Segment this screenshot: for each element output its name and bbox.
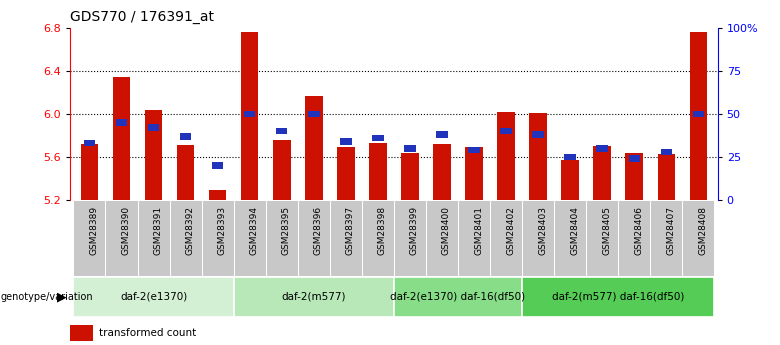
Bar	[522, 277, 714, 317]
Bar	[234, 277, 394, 317]
Bar	[115, 119, 127, 126]
Bar	[169, 200, 201, 276]
Bar	[180, 133, 191, 140]
Text: transformed count: transformed count	[99, 328, 197, 338]
Text: GSM28400: GSM28400	[442, 206, 451, 255]
Bar	[426, 200, 458, 276]
Text: GSM28407: GSM28407	[666, 206, 675, 255]
Bar	[597, 145, 608, 152]
Bar	[436, 131, 448, 138]
Bar	[305, 96, 323, 200]
Text: GSM28398: GSM28398	[378, 206, 387, 255]
Bar	[498, 112, 515, 200]
Text: GDS770 / 176391_at: GDS770 / 176391_at	[70, 10, 214, 24]
Bar	[565, 154, 576, 160]
Text: GSM28393: GSM28393	[218, 206, 227, 255]
Bar	[73, 277, 234, 317]
Bar	[490, 200, 522, 276]
Text: GSM28390: GSM28390	[122, 206, 130, 255]
Bar	[330, 200, 362, 276]
Bar	[619, 200, 651, 276]
Text: GSM28389: GSM28389	[90, 206, 98, 255]
Bar	[651, 200, 682, 276]
Bar	[201, 200, 234, 276]
Bar	[137, 200, 169, 276]
Bar	[562, 160, 579, 200]
Bar	[533, 131, 544, 138]
Bar	[340, 138, 352, 145]
Text: GSM28406: GSM28406	[634, 206, 644, 255]
Bar	[394, 277, 522, 317]
Bar	[70, 325, 93, 341]
Text: GSM28392: GSM28392	[186, 206, 194, 255]
Bar	[276, 128, 288, 135]
Bar	[404, 145, 416, 152]
Bar	[458, 200, 490, 276]
Text: GSM28403: GSM28403	[538, 206, 547, 255]
Bar	[530, 113, 547, 200]
Bar	[266, 200, 298, 276]
Bar	[212, 162, 223, 169]
Bar	[468, 147, 480, 154]
Bar	[661, 149, 672, 155]
Bar	[273, 140, 290, 200]
Bar	[298, 200, 330, 276]
Bar	[587, 200, 619, 276]
Text: GSM28396: GSM28396	[314, 206, 323, 255]
Text: GSM28394: GSM28394	[250, 206, 259, 255]
Bar	[337, 147, 355, 200]
Bar	[629, 156, 640, 162]
Bar	[145, 110, 162, 200]
Text: daf-2(m577) daf-16(df50): daf-2(m577) daf-16(df50)	[552, 292, 684, 302]
Text: GSM28397: GSM28397	[346, 206, 355, 255]
Text: daf-2(e1370): daf-2(e1370)	[120, 292, 187, 302]
Text: genotype/variation: genotype/variation	[1, 292, 94, 302]
Bar	[690, 32, 707, 200]
Bar	[241, 32, 258, 200]
Bar	[372, 135, 384, 141]
Bar	[369, 143, 387, 200]
Bar	[658, 154, 675, 200]
Bar	[80, 144, 98, 200]
Bar	[308, 111, 320, 117]
Text: GSM28395: GSM28395	[282, 206, 291, 255]
Text: GSM28401: GSM28401	[474, 206, 483, 255]
Bar	[83, 140, 95, 147]
Text: GSM28408: GSM28408	[698, 206, 707, 255]
Bar	[433, 144, 451, 200]
Bar	[500, 128, 512, 135]
Bar	[594, 146, 611, 200]
Bar	[522, 200, 554, 276]
Bar	[244, 111, 255, 117]
Bar	[401, 153, 419, 200]
Text: GSM28405: GSM28405	[602, 206, 612, 255]
Text: GSM28404: GSM28404	[570, 206, 580, 255]
Text: GSM28391: GSM28391	[154, 206, 162, 255]
Bar	[234, 200, 266, 276]
Bar	[112, 77, 130, 200]
Text: GSM28399: GSM28399	[410, 206, 419, 255]
Bar	[626, 153, 643, 200]
Bar	[682, 200, 714, 276]
Bar	[147, 125, 159, 131]
Text: daf-2(m577): daf-2(m577)	[282, 292, 346, 302]
Bar	[209, 190, 226, 200]
Text: daf-2(e1370) daf-16(df50): daf-2(e1370) daf-16(df50)	[391, 292, 526, 302]
Bar	[177, 145, 194, 200]
Text: GSM28402: GSM28402	[506, 206, 515, 255]
Bar	[105, 200, 137, 276]
Bar	[73, 200, 105, 276]
Bar	[554, 200, 587, 276]
Bar	[465, 147, 483, 200]
Bar	[394, 200, 426, 276]
Bar	[693, 111, 704, 117]
Text: ▶: ▶	[57, 290, 66, 303]
Bar	[362, 200, 394, 276]
